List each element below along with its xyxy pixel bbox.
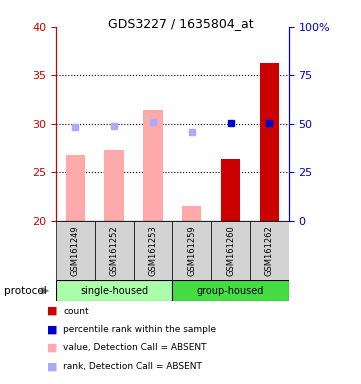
Text: GSM161259: GSM161259 — [187, 225, 196, 276]
Text: rank, Detection Call = ABSENT: rank, Detection Call = ABSENT — [63, 362, 202, 371]
Bar — [66, 155, 85, 221]
Bar — [221, 159, 240, 221]
Text: protocol: protocol — [4, 286, 46, 296]
Text: GSM161253: GSM161253 — [148, 225, 157, 276]
Text: GSM161252: GSM161252 — [110, 225, 119, 276]
Text: GDS3227 / 1635804_at: GDS3227 / 1635804_at — [108, 17, 253, 30]
Text: single-housed: single-housed — [80, 286, 148, 296]
Text: ■: ■ — [47, 343, 57, 353]
Bar — [56, 280, 173, 301]
Text: count: count — [63, 306, 89, 316]
Text: ■: ■ — [47, 306, 57, 316]
Bar — [173, 280, 289, 301]
Text: value, Detection Call = ABSENT: value, Detection Call = ABSENT — [63, 343, 207, 353]
Bar — [182, 206, 201, 221]
Bar — [95, 221, 134, 280]
Bar — [56, 221, 95, 280]
Bar — [134, 221, 173, 280]
Bar — [250, 221, 289, 280]
Bar — [260, 63, 279, 221]
Text: GSM161262: GSM161262 — [265, 225, 274, 276]
Bar — [211, 221, 250, 280]
Text: GSM161260: GSM161260 — [226, 225, 235, 276]
Text: ■: ■ — [47, 324, 57, 334]
Text: ■: ■ — [47, 361, 57, 371]
Text: percentile rank within the sample: percentile rank within the sample — [63, 325, 216, 334]
Bar — [173, 221, 211, 280]
Bar — [104, 150, 124, 221]
Text: GSM161249: GSM161249 — [71, 225, 80, 276]
Text: group-housed: group-housed — [197, 286, 264, 296]
Bar — [143, 110, 163, 221]
